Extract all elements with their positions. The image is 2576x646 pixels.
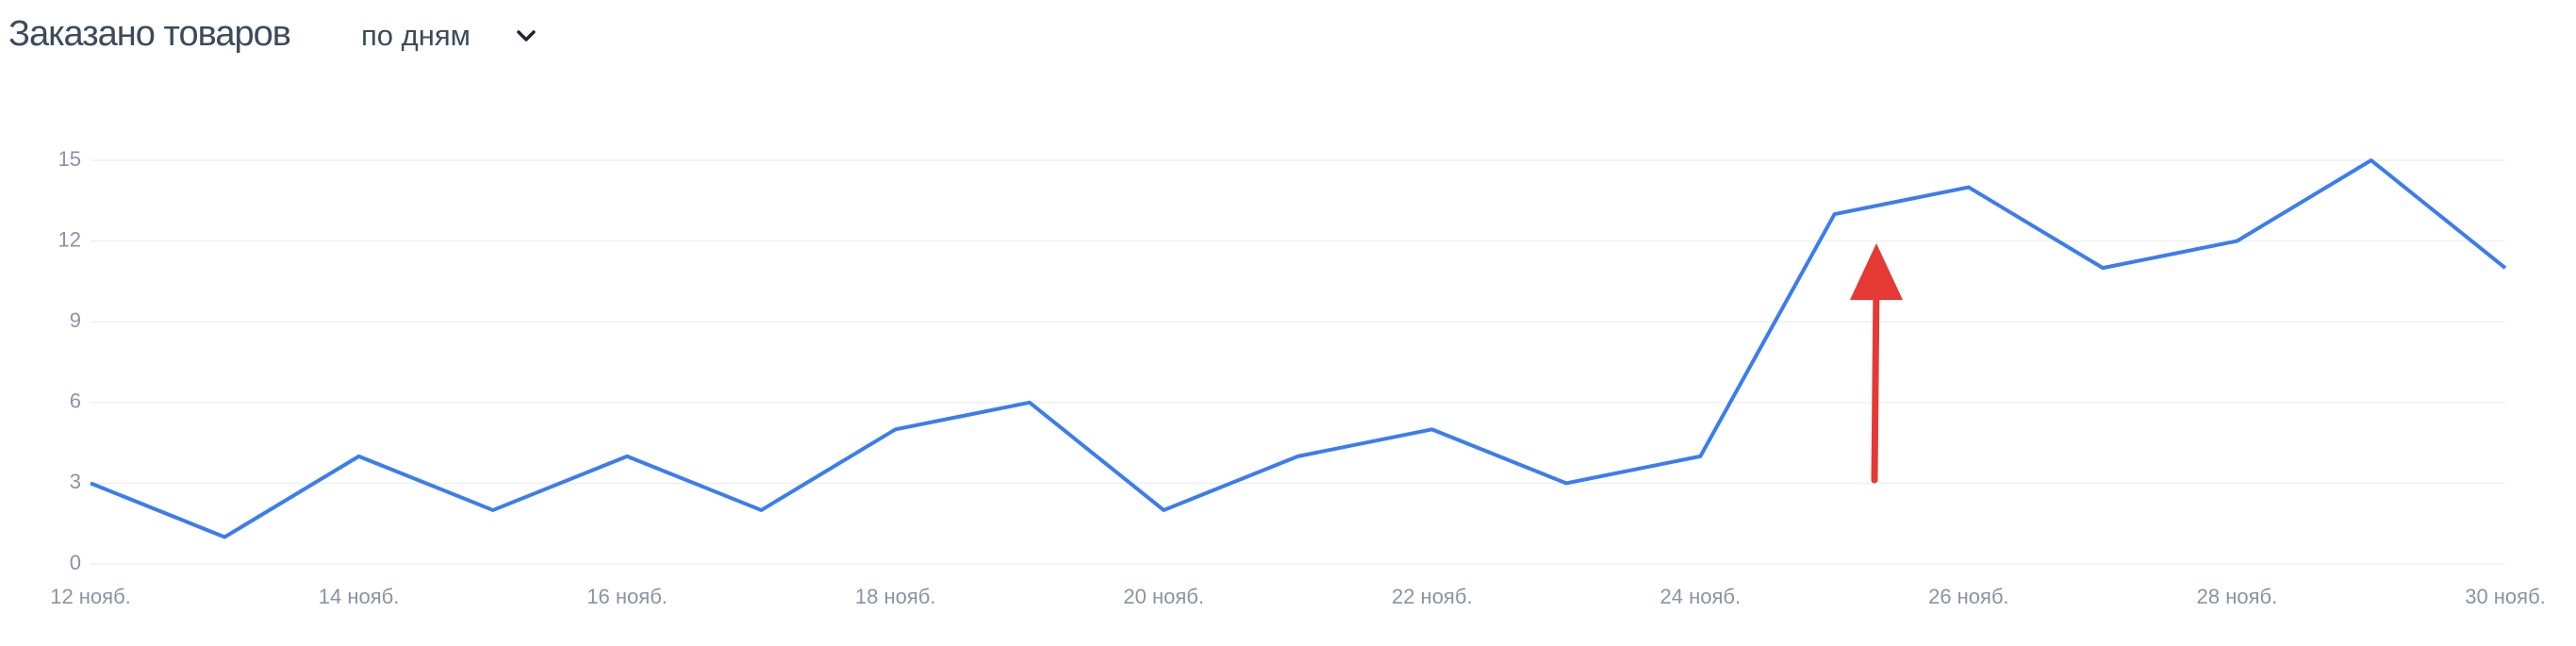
x-tick-label: 14 нояб. — [319, 585, 400, 608]
dropdown-chevron[interactable] — [517, 30, 536, 41]
chart-title: Заказано товаров — [8, 14, 290, 54]
x-tick-label: 12 нояб. — [50, 585, 131, 608]
x-tick-label: 20 нояб. — [1123, 585, 1204, 608]
y-tick-label: 12 — [58, 227, 81, 251]
x-tick-label: 26 нояб. — [1928, 585, 2009, 608]
y-tick-label: 0 — [70, 551, 81, 574]
arrow-head — [1850, 243, 1903, 300]
y-tick-label: 9 — [70, 308, 81, 332]
data-line — [90, 158, 2507, 539]
arrow-shaft — [1871, 279, 1880, 484]
y-tick-label: 15 — [58, 147, 81, 171]
y-tick-label: 3 — [70, 470, 81, 493]
y-tick-label: 6 — [70, 389, 81, 413]
x-tick-label: 22 нояб. — [1392, 585, 1473, 608]
period-dropdown[interactable]: по дням — [361, 19, 536, 52]
x-tick-label: 18 нояб. — [855, 585, 936, 608]
dropdown-label[interactable]: по дням — [361, 19, 471, 52]
x-tick-label: 24 нояб. — [1660, 585, 1742, 608]
x-tick-label: 30 нояб. — [2465, 585, 2546, 608]
x-tick-label: 28 нояб. — [2197, 585, 2278, 608]
annotation-arrow — [1850, 243, 1903, 484]
x-tick-label: 16 нояб. — [586, 585, 668, 608]
